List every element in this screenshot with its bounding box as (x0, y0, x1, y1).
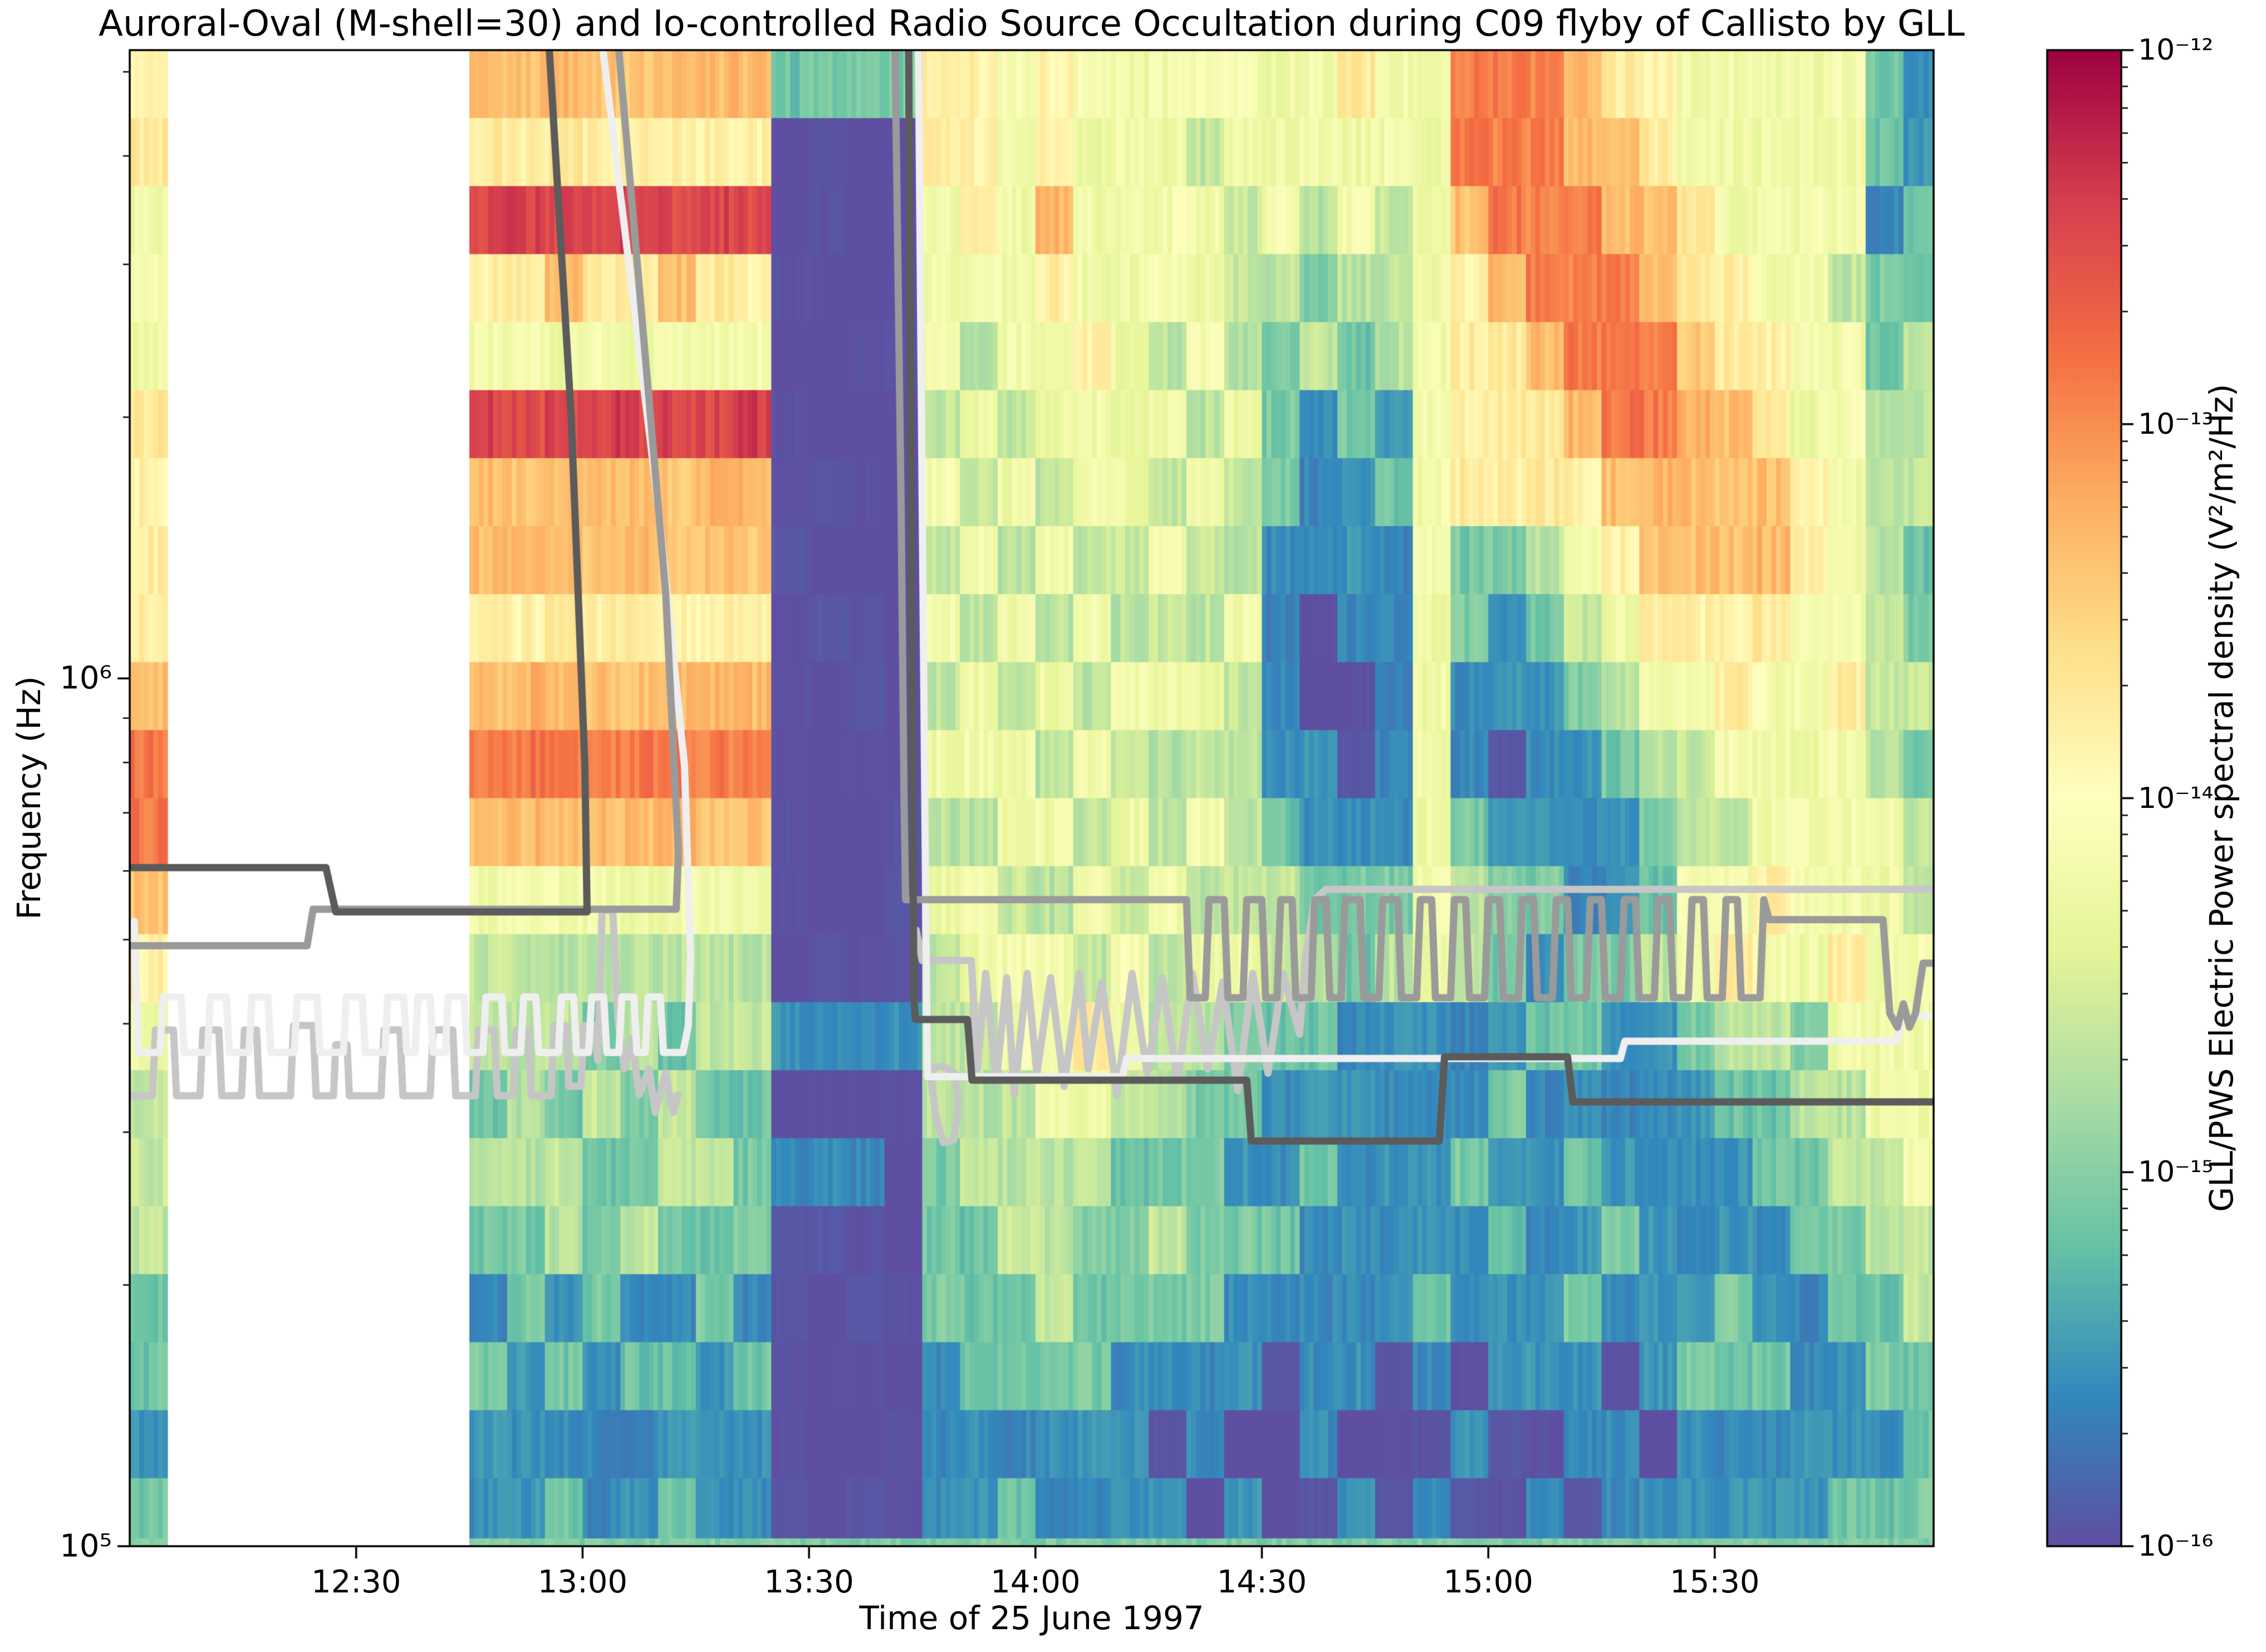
colorbar-tick-label: 10⁻¹⁴ (2138, 781, 2214, 815)
x-tick-label: 15:30 (1670, 1564, 1760, 1600)
x-tick-label: 14:00 (990, 1564, 1081, 1600)
y-axis-label: Frequency (Hz) (10, 676, 48, 920)
x-tick-label: 13:30 (764, 1564, 854, 1600)
chart-title: Auroral-Oval (M-shell=30) and Io-control… (99, 3, 1965, 45)
colorbar-tick-label: 10⁻¹⁵ (2138, 1155, 2214, 1189)
x-tick-label: 14:30 (1217, 1564, 1307, 1600)
colorbar-tick-label: 10⁻¹² (2138, 33, 2214, 67)
y-tick-label: 10⁵ (60, 1528, 112, 1565)
x-tick-label: 13:00 (537, 1564, 628, 1600)
x-axis-label: Time of 25 June 1997 (859, 1599, 1204, 1637)
x-tick-label: 12:30 (311, 1564, 401, 1600)
y-tick-label: 10⁶ (60, 660, 112, 697)
x-tick-label: 15:00 (1443, 1564, 1533, 1600)
colorbar-tick-label: 10⁻¹⁶ (2138, 1530, 2214, 1563)
colorbar-tick-label: 10⁻¹³ (2138, 407, 2214, 441)
